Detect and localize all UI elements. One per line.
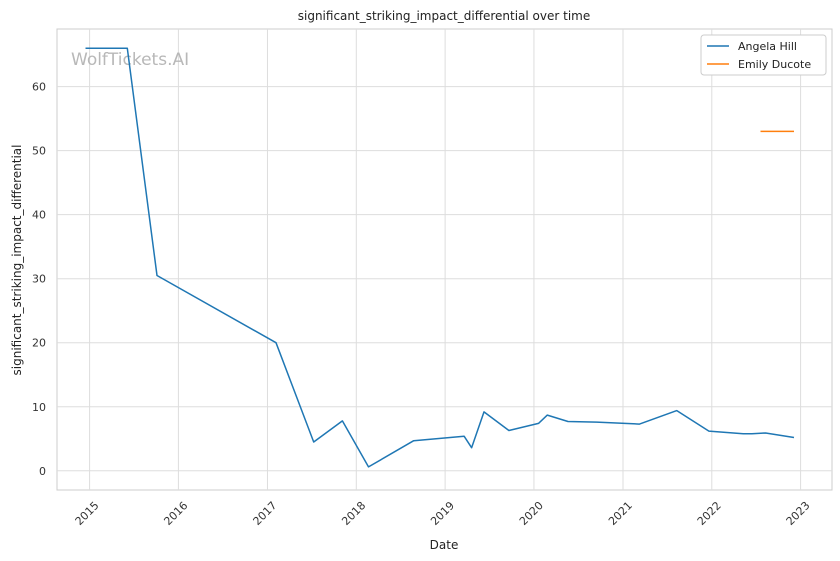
y-tick-label: 10 — [32, 401, 46, 414]
x-tick-label: 2023 — [784, 499, 813, 528]
y-tick-label: 20 — [32, 337, 46, 350]
y-tick-labels: 0 10 20 30 40 50 60 — [32, 81, 46, 478]
grid — [57, 29, 832, 490]
legend: Angela Hill Emily Ducote — [700, 34, 827, 76]
series-line-angela-hill — [85, 47, 795, 468]
series-layer — [85, 47, 795, 468]
x-tick-label: 2017 — [251, 499, 280, 528]
legend-label-angela-hill: Angela Hill — [738, 40, 797, 53]
y-tick-label: 40 — [32, 209, 46, 222]
y-axis-label: significant_striking_impact_differential — [10, 145, 24, 376]
legend-box — [700, 34, 827, 76]
plot-area — [56, 28, 833, 491]
y-tick-label: 60 — [32, 81, 46, 94]
x-tick-label: 2021 — [606, 499, 635, 528]
x-tick-labels: 2015 2016 2017 2018 2019 2020 2021 2022 2023 — [73, 499, 813, 528]
y-tick-label: 30 — [32, 273, 46, 286]
x-tick-label: 2019 — [428, 499, 457, 528]
x-tick-label: 2016 — [161, 499, 190, 528]
legend-label-emily-ducote: Emily Ducote — [738, 58, 811, 71]
y-tick-label: 50 — [32, 145, 46, 158]
x-tick-label: 2020 — [517, 499, 546, 528]
x-axis-label: Date — [430, 538, 459, 552]
x-tick-label: 2018 — [339, 499, 368, 528]
chart-title: significant_striking_impact_differential… — [298, 9, 590, 23]
x-tick-label: 2022 — [695, 499, 724, 528]
watermark: WolfTickets.AI — [71, 50, 189, 70]
y-tick-label: 0 — [39, 465, 46, 478]
x-tick-label: 2015 — [73, 499, 102, 528]
